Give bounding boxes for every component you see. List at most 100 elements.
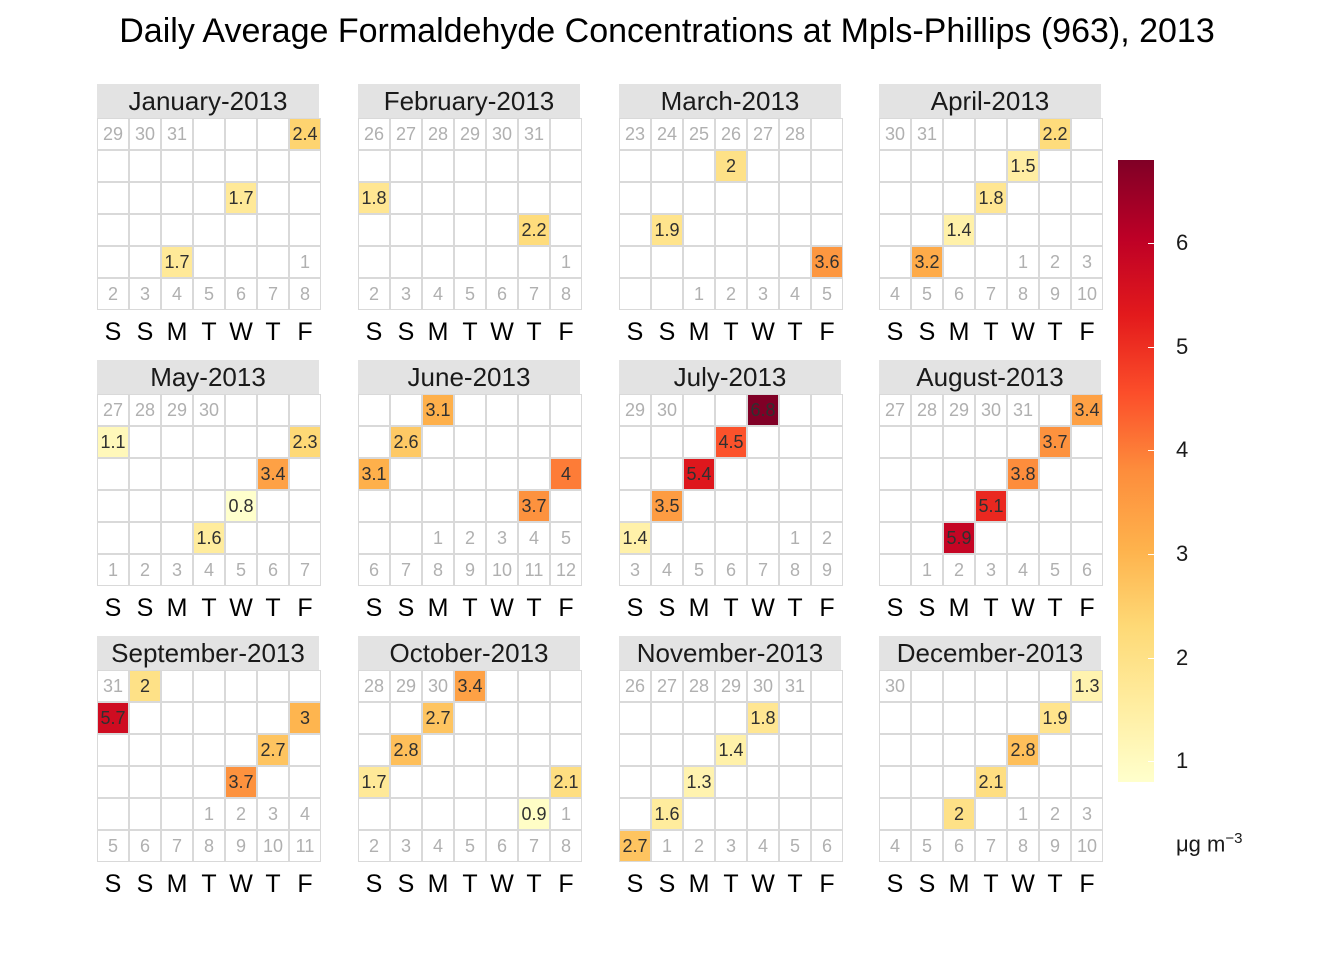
- empty-day-cell: [161, 734, 193, 766]
- empty-day-cell: [161, 702, 193, 734]
- legend-unit-base: μg m: [1176, 831, 1226, 857]
- day-of-week-label: F: [1079, 318, 1095, 346]
- other-month-day: 11: [289, 830, 321, 862]
- other-month-day: 4: [1007, 554, 1039, 586]
- empty-day-cell: [651, 426, 683, 458]
- legend-unit-exponent: −3: [1225, 830, 1243, 847]
- other-month-day: 26: [358, 118, 390, 150]
- day-of-week-label: F: [1079, 870, 1095, 898]
- empty-day-cell: [422, 798, 454, 830]
- empty-day-cell: [747, 766, 779, 798]
- empty-day-cell: [683, 150, 715, 182]
- day-value-cell: 6.8: [747, 394, 779, 426]
- empty-day-cell: [1007, 118, 1039, 150]
- day-of-week-label: S: [365, 318, 383, 346]
- day-of-week-label: T: [201, 318, 217, 346]
- other-month-day: 1: [289, 246, 321, 278]
- empty-day-cell: [289, 490, 321, 522]
- other-month-day: 3: [257, 798, 289, 830]
- empty-day-cell: [911, 670, 943, 702]
- empty-day-cell: [518, 150, 550, 182]
- other-month-day: 31: [911, 118, 943, 150]
- empty-day-cell: [289, 182, 321, 214]
- day-value-cell: 2.7: [422, 702, 454, 734]
- day-of-week-label: T: [787, 870, 803, 898]
- empty-day-cell: [747, 214, 779, 246]
- empty-day-cell: [161, 490, 193, 522]
- empty-day-cell: [1039, 490, 1071, 522]
- other-month-day: 30: [129, 118, 161, 150]
- other-month-day: 6: [225, 278, 257, 310]
- month-title: May-2013: [97, 360, 319, 394]
- empty-day-cell: [1071, 766, 1103, 798]
- month-panel: March-2013 23 24 25 26 27 28 2 1.9 3.6 1 2 3 4 5 S S M T W T…: [619, 84, 845, 354]
- empty-day-cell: [486, 766, 518, 798]
- empty-day-cell: [129, 522, 161, 554]
- empty-day-cell: [225, 394, 257, 426]
- empty-day-cell: [619, 766, 651, 798]
- empty-day-cell: [550, 150, 582, 182]
- empty-day-cell: [97, 734, 129, 766]
- day-of-week-label: S: [658, 318, 676, 346]
- empty-day-cell: [390, 702, 422, 734]
- other-month-day: 2: [129, 554, 161, 586]
- empty-day-cell: [289, 522, 321, 554]
- empty-day-cell: [358, 702, 390, 734]
- empty-day-cell: [879, 150, 911, 182]
- day-value-cell: 3.7: [518, 490, 550, 522]
- empty-day-cell: [518, 182, 550, 214]
- day-value-cell: 5.7: [97, 702, 129, 734]
- day-of-week-label: S: [136, 870, 154, 898]
- other-month-day: 1: [779, 522, 811, 554]
- other-month-day: 8: [193, 830, 225, 862]
- month-panel: January-2013 29 30 31 2.4 1.7 1.7 1 2 3 4 5 6 7 8 S S M T W…: [97, 84, 323, 354]
- day-of-week-label: S: [136, 594, 154, 622]
- empty-day-cell: [879, 182, 911, 214]
- empty-day-cell: [619, 490, 651, 522]
- legend-tick-mark: [1148, 242, 1154, 244]
- empty-day-cell: [422, 734, 454, 766]
- other-month-day: 27: [97, 394, 129, 426]
- month-panel: November-2013 26 27 28 29 30 31 1.8 1.4 1.3 1.6 2.7…: [619, 636, 845, 906]
- empty-day-cell: [486, 490, 518, 522]
- empty-day-cell: [257, 702, 289, 734]
- empty-day-cell: [518, 670, 550, 702]
- day-value-cell: 2.3: [289, 426, 321, 458]
- other-month-day: 3: [619, 554, 651, 586]
- empty-day-cell: [779, 734, 811, 766]
- empty-day-cell: [715, 394, 747, 426]
- other-month-day: 7: [975, 278, 1007, 310]
- empty-day-cell: [486, 734, 518, 766]
- empty-day-cell: [683, 490, 715, 522]
- other-month-day: 4: [879, 830, 911, 862]
- day-of-week-label: T: [265, 318, 281, 346]
- empty-day-cell: [161, 522, 193, 554]
- day-of-week-label: T: [265, 594, 281, 622]
- empty-day-cell: [715, 522, 747, 554]
- empty-day-cell: [911, 798, 943, 830]
- day-value-cell: 2.7: [619, 830, 651, 862]
- empty-day-cell: [811, 490, 843, 522]
- other-month-day: 2: [358, 830, 390, 862]
- day-of-week-label: M: [166, 318, 188, 346]
- empty-day-cell: [811, 734, 843, 766]
- empty-day-cell: [257, 394, 289, 426]
- other-month-day: 6: [1071, 554, 1103, 586]
- empty-day-cell: [97, 490, 129, 522]
- day-value-cell: 3.4: [1071, 394, 1103, 426]
- empty-day-cell: [619, 246, 651, 278]
- empty-day-cell: [454, 394, 486, 426]
- day-value-cell: 1.1: [97, 426, 129, 458]
- empty-day-cell: [943, 734, 975, 766]
- chart-title: Daily Average Formaldehyde Concentration…: [119, 12, 1215, 50]
- day-of-week-label: T: [462, 318, 478, 346]
- empty-day-cell: [358, 394, 390, 426]
- month-panel: February-2013 26 27 28 29 30 31 1.8 2.2 1 2 3 4 5 6 7 8 S…: [358, 84, 584, 354]
- empty-day-cell: [161, 214, 193, 246]
- empty-day-cell: [1039, 458, 1071, 490]
- empty-day-cell: [257, 150, 289, 182]
- empty-day-cell: [715, 214, 747, 246]
- empty-day-cell: [943, 118, 975, 150]
- empty-day-cell: [225, 214, 257, 246]
- day-of-week-label: S: [626, 318, 644, 346]
